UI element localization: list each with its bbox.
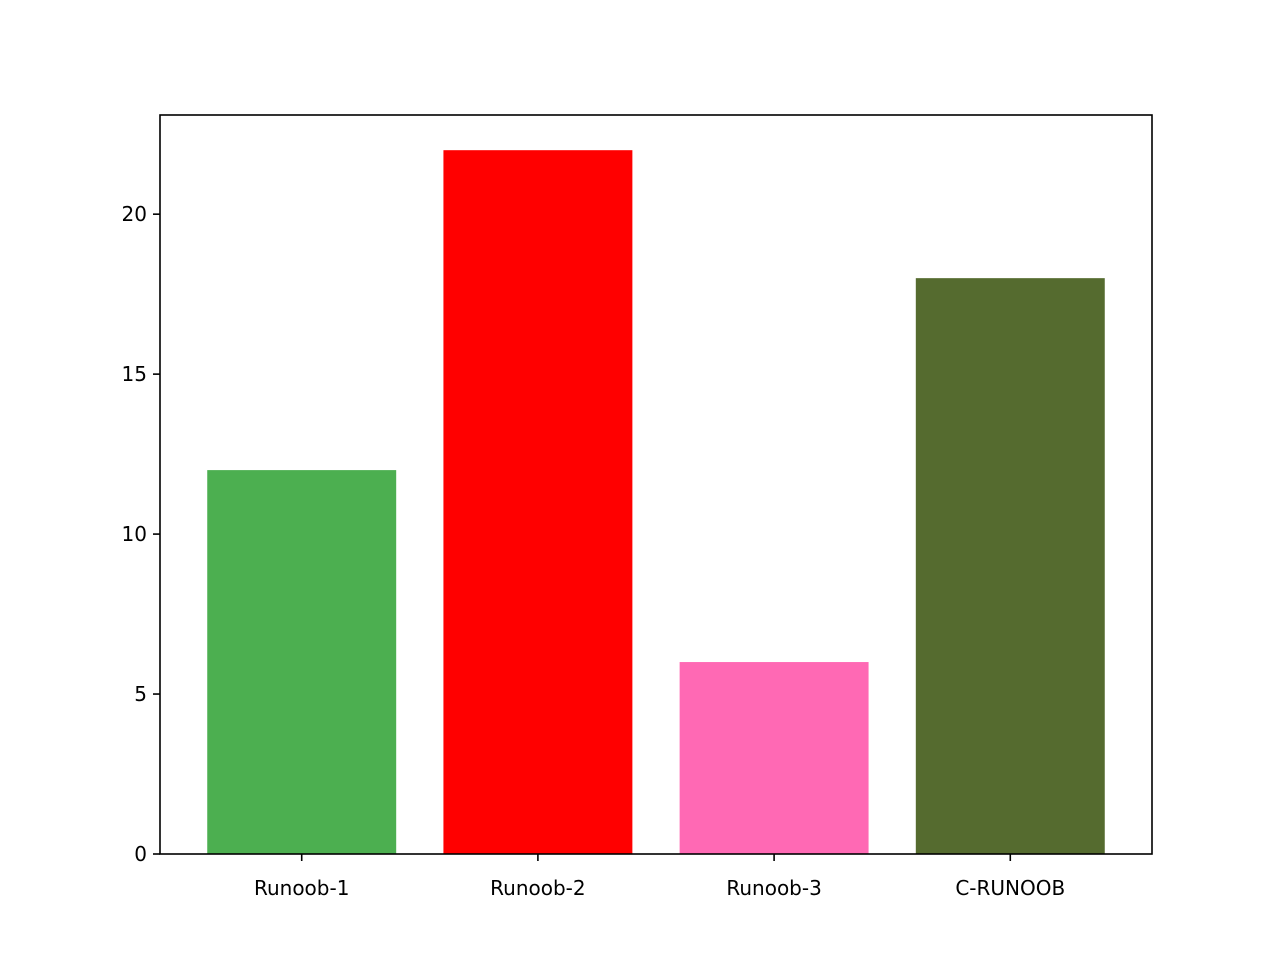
y-tick-label: 20 — [122, 202, 147, 226]
bar-c-runoob — [915, 278, 1105, 854]
bar-runoob-2 — [443, 150, 633, 854]
x-tick-label: C-RUNOOB — [955, 876, 1065, 900]
x-tick-label: Runoob-3 — [726, 876, 821, 900]
x-tick-label: Runoob-1 — [254, 876, 349, 900]
x-tick-label: Runoob-2 — [490, 876, 585, 900]
y-tick-label: 10 — [122, 522, 147, 546]
bar-runoob-3 — [679, 662, 869, 854]
y-tick-label: 0 — [134, 842, 147, 866]
axes-frame — [159, 114, 1153, 855]
y-tick-label: 15 — [122, 362, 147, 386]
bar-runoob-1 — [207, 470, 397, 854]
y-tick-label: 5 — [134, 682, 147, 706]
